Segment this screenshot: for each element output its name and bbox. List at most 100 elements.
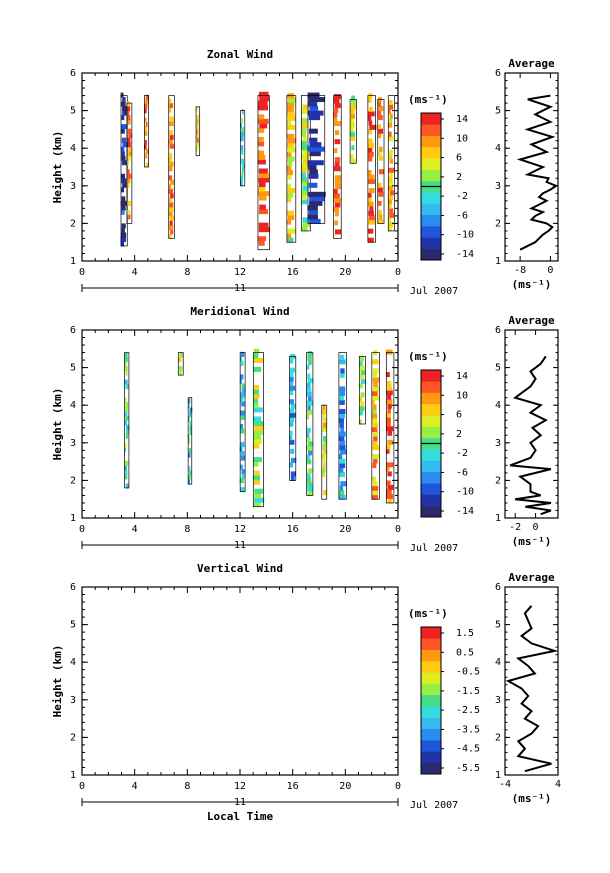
heatmap-cell [321,472,326,478]
heatmap-cell [309,142,322,148]
colorbar-swatch [421,370,441,382]
contour-outline [371,352,380,500]
colorbar-swatch [421,494,441,506]
x-tick-label: 20 [339,524,351,535]
colorbar-swatch [421,460,441,473]
heatmap-cell [169,143,175,149]
date-month-label: Jul 2007 [410,543,458,554]
date-day-label: 11 [234,540,246,551]
heatmap-cell [239,378,243,384]
x-tick-label: 0 [395,267,401,278]
heatmap-cell [286,102,295,108]
heatmap-cell [322,408,327,414]
heatmap-cell [258,114,265,120]
heatmap-cell [389,113,393,119]
heatmap-cell [358,419,362,425]
heatmap-cell [258,186,266,192]
heatmap-cell [339,413,345,419]
colorbar-swatch [421,169,441,182]
heatmap-cell [351,145,355,151]
heatmap-cell [307,468,313,474]
heatmap-cell [240,158,244,164]
y-tick-label: 5 [70,106,76,117]
heatmap-cell [340,449,347,455]
x-tick-label: 20 [339,781,351,792]
heatmap-cell [254,384,259,390]
heatmap-cell [290,403,296,409]
heatmap-cell [168,188,174,194]
heatmap-cell [168,197,172,203]
colorbar-swatch [421,381,441,393]
heatmap-cell [257,159,266,165]
colorbar-tick-label: -10 [456,487,474,498]
heatmap-cell [372,368,379,374]
heatmap-cell [368,156,373,162]
heatmap-cell [258,209,268,215]
y-tick-label: 5 [70,363,76,374]
heatmap-cell [301,163,311,169]
heatmap-cell [350,113,355,119]
heatmap-cell [386,426,394,432]
heatmap-cell [168,121,174,127]
average-profile-line [516,94,559,251]
heatmap-cell [286,219,292,225]
heatmap-cell [308,360,312,366]
average-y-tick-label: 4 [495,143,501,154]
heatmap-cell [168,139,173,145]
heatmap-cell [169,161,174,167]
heatmap-cell [258,191,270,197]
heatmap-cell [340,427,345,433]
heatmap-cell [120,209,125,215]
heatmap-cell [373,431,379,437]
heatmap-cell [350,136,356,142]
heatmap-cell [290,390,294,396]
heatmap-cell [128,133,132,139]
heatmap-cell [128,146,132,152]
heatmap-cell [378,106,384,112]
heatmap-cell [367,111,375,117]
y-tick-label: 6 [70,325,76,336]
heatmap-cell [322,445,327,451]
heatmap-cell [306,427,311,433]
heatmap-cell [253,398,259,404]
heatmap-cell [127,106,131,112]
heatmap-cell [259,204,266,210]
colorbar-swatch [421,203,441,216]
colorbar-swatch [421,762,441,775]
heatmap-cells [120,91,395,251]
heatmap-cell [120,128,125,134]
heatmap-cell [323,440,327,446]
panel-title: Zonal Wind [207,48,273,61]
y-tick-label: 3 [70,695,76,706]
colorbar-tick-label: 10 [456,390,468,401]
heatmap-cell [340,368,345,374]
heatmap-cell [333,112,338,118]
heatmap-cell [360,392,365,398]
heatmap-cell [388,194,394,200]
heatmap-cell [334,107,339,113]
heatmap-cell [126,209,131,215]
heatmap-cell [240,145,244,151]
heatmap-cell [372,395,380,401]
heatmap-cell [189,425,192,431]
heatmap-cell [377,110,382,116]
heatmap-cell [388,199,392,205]
heatmap-cell [240,410,245,416]
heatmap-cell [387,109,392,115]
heatmap-cell [386,381,392,387]
heatmap-cell [290,372,294,378]
colorbar-swatch [421,483,441,495]
heatmap-cell [170,229,174,235]
average-y-tick-label: 6 [495,68,501,79]
heatmap-cell [240,455,246,461]
heatmap-cell [367,201,374,207]
contour-outline [338,352,347,500]
heatmap-cell [189,430,192,436]
y-tick-label: 4 [70,143,76,154]
y-axis-label: Height (km) [51,131,64,204]
heatmap-cell [309,137,318,143]
heatmap-cell [367,237,374,243]
